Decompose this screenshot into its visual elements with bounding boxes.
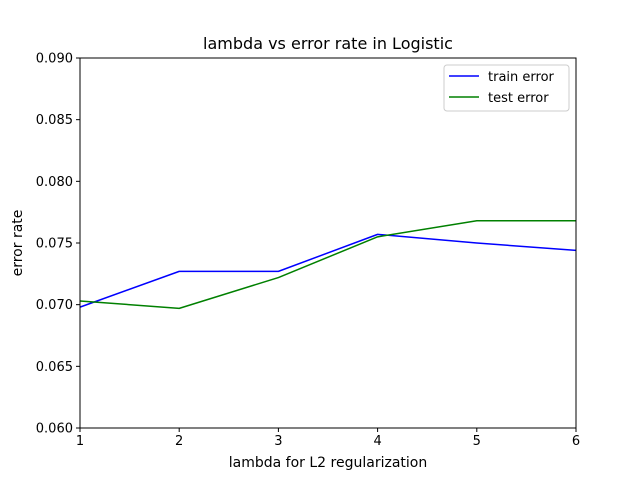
legend: train error test error [443, 64, 570, 112]
legend-label-test-error: test error [488, 91, 549, 106]
y-tick-label: 0.085 [36, 113, 73, 128]
y-tick-label: 0.090 [36, 52, 73, 67]
legend-label-train-error: train error [488, 70, 555, 85]
x-axis-label: lambda for L2 regularization [229, 455, 427, 471]
x-axis-ticks: 1 2 3 4 5 6 [76, 428, 580, 449]
x-tick-label: 1 [76, 434, 84, 449]
x-tick-label: 4 [373, 434, 381, 449]
x-tick-label: 5 [473, 434, 481, 449]
series-lines [79, 220, 577, 310]
x-tick-label: 2 [175, 434, 183, 449]
y-axis-label: error rate [10, 210, 26, 277]
series-line-test-error [79, 220, 576, 310]
y-axis-ticks: 0.060 0.065 0.070 0.075 0.080 0.085 0.090 [36, 52, 80, 437]
x-tick-label: 6 [572, 434, 580, 449]
y-tick-label: 0.080 [36, 175, 73, 190]
x-tick-label: 3 [274, 434, 282, 449]
chart-title: lambda vs error rate in Logistic [203, 34, 453, 53]
y-tick-label: 0.070 [36, 298, 73, 313]
y-tick-label: 0.065 [36, 360, 73, 375]
y-tick-label: 0.075 [36, 237, 73, 252]
y-tick-label: 0.060 [36, 422, 73, 437]
series-line-train-error [79, 233, 577, 308]
